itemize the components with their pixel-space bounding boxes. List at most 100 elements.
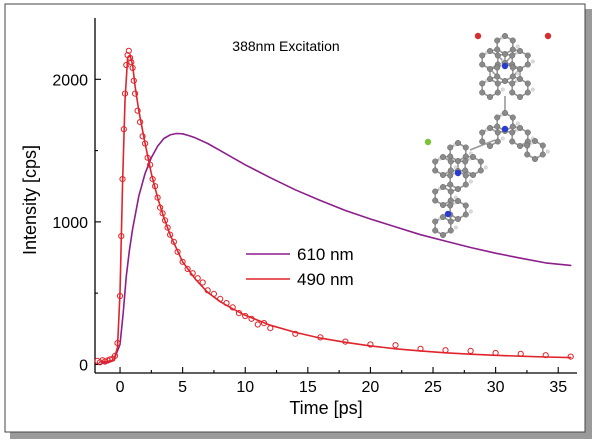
hydrogen-atom xyxy=(515,121,520,126)
excitation-annotation: 388nm Excitation xyxy=(232,38,339,54)
atom xyxy=(494,114,501,121)
atom xyxy=(477,167,484,174)
data-point-marker xyxy=(260,320,268,327)
data-point-marker xyxy=(235,310,243,317)
data-point-marker xyxy=(118,233,125,240)
axes xyxy=(94,18,577,374)
data-point-marker xyxy=(159,210,166,217)
data-point-marker xyxy=(142,140,149,147)
data-point-marker xyxy=(317,334,324,341)
x-tick-label: 5 xyxy=(178,379,187,396)
data-point-marker xyxy=(417,345,424,352)
nitrogen-atom xyxy=(444,210,452,218)
atom xyxy=(432,227,439,234)
atom xyxy=(447,172,454,179)
atom xyxy=(447,144,454,151)
atom xyxy=(494,37,501,44)
nitrogen-atom xyxy=(501,125,509,133)
series-line-490nm xyxy=(100,54,572,363)
data-point-marker xyxy=(167,231,174,238)
data-point-marker xyxy=(170,238,177,245)
atom xyxy=(479,80,486,87)
atom xyxy=(432,167,439,174)
atom xyxy=(479,138,486,145)
atom xyxy=(447,218,454,225)
data-point-marker xyxy=(254,321,261,328)
data-point-marker xyxy=(267,325,274,332)
atom xyxy=(494,89,501,96)
atom xyxy=(440,231,447,238)
data-point-marker xyxy=(116,292,124,300)
atom xyxy=(462,167,469,174)
atom xyxy=(494,123,501,130)
data-point-marker xyxy=(223,300,230,307)
atom xyxy=(447,202,454,209)
y-tick-label: 1000 xyxy=(52,215,88,232)
data-point-marker xyxy=(125,47,132,54)
atom xyxy=(479,89,486,96)
data-point-marker xyxy=(204,287,211,294)
hydrogen-atom xyxy=(483,165,488,170)
atom xyxy=(494,46,501,53)
atom xyxy=(432,218,439,225)
atom xyxy=(524,151,531,158)
data-point-marker xyxy=(229,304,236,311)
hydrogen-atom xyxy=(545,149,550,154)
atom xyxy=(487,75,494,82)
atom xyxy=(455,139,462,146)
atom xyxy=(447,153,454,160)
atom xyxy=(509,46,516,53)
atom xyxy=(432,158,439,165)
atom xyxy=(502,51,509,58)
atom xyxy=(509,73,516,80)
data-point-marker xyxy=(210,290,217,297)
series-line-610nm xyxy=(100,132,572,364)
atom xyxy=(502,109,509,116)
atom xyxy=(509,37,516,44)
atom xyxy=(509,80,516,87)
data-point-marker xyxy=(542,352,549,359)
atom xyxy=(447,167,454,174)
y-tick-label: 2000 xyxy=(52,72,88,89)
atom xyxy=(509,123,516,130)
atom xyxy=(462,158,469,165)
data-point-marker xyxy=(292,330,299,337)
atom xyxy=(509,129,516,136)
data-point-marker xyxy=(152,183,159,190)
data-point-marker xyxy=(342,338,349,345)
hydrogen-atom xyxy=(468,209,473,214)
data-markers xyxy=(94,47,574,366)
data-point-marker xyxy=(467,347,474,354)
halogen-atom xyxy=(424,138,432,146)
atom xyxy=(432,188,439,195)
atom xyxy=(539,151,546,158)
atom xyxy=(494,80,501,87)
atom xyxy=(447,158,454,165)
data-point-marker xyxy=(248,315,255,322)
data-point-marker xyxy=(134,107,141,114)
data-point-marker xyxy=(111,352,119,359)
data-point-marker xyxy=(392,342,399,349)
legend-label-610nm: 610 nm xyxy=(297,245,354,264)
x-tick-label: 30 xyxy=(487,379,505,396)
atom xyxy=(517,65,524,72)
atom xyxy=(517,93,524,100)
data-point-marker xyxy=(199,279,206,286)
x-tick-label: 10 xyxy=(236,379,254,396)
atom xyxy=(524,129,531,136)
hydrogen-atom xyxy=(500,87,505,92)
data-point-marker xyxy=(149,176,156,183)
data-point-marker xyxy=(567,353,574,360)
atom xyxy=(524,61,531,68)
atom xyxy=(494,138,501,145)
atom xyxy=(462,153,469,160)
y-axis-title: Intensity [cps] xyxy=(20,145,40,255)
data-point-marker xyxy=(144,154,151,161)
atom xyxy=(509,52,516,59)
oxygen-atom xyxy=(544,32,552,40)
hydrogen-atom xyxy=(453,225,458,230)
atom xyxy=(455,157,462,164)
data-point-marker xyxy=(132,90,139,97)
atom xyxy=(509,114,516,121)
atom xyxy=(477,158,484,165)
